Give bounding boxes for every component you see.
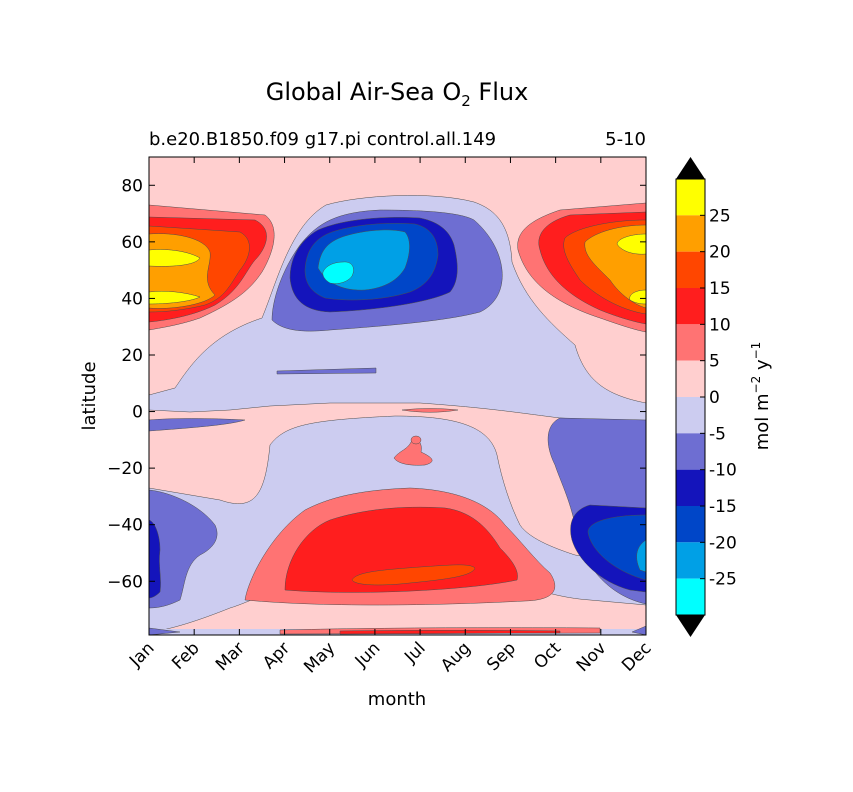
contour-pos15-20-south bbox=[351, 564, 476, 586]
contour-pos25-30-nh-early-2 bbox=[149, 290, 201, 305]
contour-neg5-10-equator-strip bbox=[149, 418, 246, 432]
y-tick-label: −40 bbox=[107, 516, 143, 536]
colorbar-swatch bbox=[676, 397, 705, 434]
colorbar-label-mid: y bbox=[752, 359, 773, 376]
colorbar-swatch bbox=[676, 251, 705, 288]
subtitle-left: b.e20.B1850.f09 g17.pi control.all.149 bbox=[149, 129, 496, 150]
colorbar: 25 20 15 10 5 0 -5 -10 -15 -20 -25 bbox=[675, 157, 737, 637]
contour-neg15-20-sh-late bbox=[587, 514, 646, 581]
contour-pos5-10-equator-strip bbox=[401, 408, 459, 413]
x-tick-label: Oct bbox=[530, 638, 565, 673]
colorbar-tick-label: 10 bbox=[709, 315, 731, 335]
colorbar-label-exp1: −2 bbox=[749, 376, 763, 394]
contour-neg20-25-sh-late bbox=[636, 539, 646, 573]
x-tick-label: Jul bbox=[400, 638, 429, 667]
colorbar-tick-label: -10 bbox=[709, 461, 737, 481]
x-axis-label: month bbox=[368, 689, 426, 710]
chart-title-suffix: Flux bbox=[471, 78, 529, 106]
y-tick-label: −20 bbox=[107, 459, 143, 479]
x-tick-label: May bbox=[300, 638, 339, 677]
y-axis: 80 60 40 20 0 −20 −40 −60 bbox=[107, 176, 646, 592]
colorbar-swatch bbox=[676, 360, 705, 397]
y-tick-label: 20 bbox=[121, 346, 143, 366]
colorbar-swatch bbox=[676, 215, 705, 252]
x-tick-label: Aug bbox=[437, 638, 475, 676]
chart-title: Global Air-Sea O2 Flux bbox=[266, 78, 529, 110]
colorbar-swatch bbox=[676, 288, 705, 325]
colorbar-tick-label: 25 bbox=[709, 206, 731, 226]
x-tick-label: Jun bbox=[351, 638, 385, 672]
colorbar-swatch bbox=[676, 578, 705, 615]
x-tick-label: Dec bbox=[618, 638, 655, 675]
contour-pos25-30-nh-early-1 bbox=[149, 249, 201, 267]
colorbar-tick-label: 20 bbox=[709, 243, 731, 263]
x-tick-label: Apr bbox=[259, 638, 294, 673]
contour-neg10-15-sh-early bbox=[149, 519, 161, 599]
colorbar-tick-label: -20 bbox=[709, 533, 737, 553]
x-tick-label: Mar bbox=[212, 638, 249, 675]
y-axis-label: latitude bbox=[79, 361, 100, 430]
y-tick-label: 80 bbox=[121, 176, 143, 196]
colorbar-swatch bbox=[676, 469, 705, 506]
colorbar-swatch bbox=[676, 542, 705, 579]
contour-pos10-15-antarctic bbox=[339, 630, 561, 635]
colorbar-tick-label: -5 bbox=[709, 424, 726, 444]
plot-frame bbox=[148, 156, 647, 636]
contour-neg5-10-sh-early bbox=[149, 489, 218, 609]
colorbar-extend-max-triangle bbox=[676, 157, 705, 179]
y-tick-label: −60 bbox=[107, 572, 143, 592]
contour-pos25-30-nh-late-2 bbox=[629, 289, 646, 305]
colorbar-swatch bbox=[676, 324, 705, 361]
contour-pos25-30-nh-late-1 bbox=[616, 233, 646, 255]
colorbar-tick-label: 15 bbox=[709, 279, 731, 299]
colorbar-label: mol m−2 y−1 bbox=[749, 342, 773, 451]
x-tick-label: Sep bbox=[483, 638, 520, 675]
contour-neg25-30-nh bbox=[322, 261, 354, 284]
contour-neg5-10-tropic-strip bbox=[276, 367, 377, 375]
contour-neg5-10-antarctic-left bbox=[149, 627, 181, 635]
contour-plot bbox=[149, 157, 646, 635]
colorbar-swatch bbox=[676, 433, 705, 470]
colorbar-tick-label: 0 bbox=[709, 388, 720, 408]
contour-pos5-10-tropic-blob bbox=[393, 438, 433, 466]
colorbar-label-exp2: −1 bbox=[749, 342, 763, 360]
y-tick-label: 0 bbox=[132, 403, 143, 423]
colorbar-label-main: mol m bbox=[752, 393, 773, 450]
colorbar-tick-label: -15 bbox=[709, 497, 737, 517]
chart-title-subscript: 2 bbox=[461, 92, 471, 110]
x-tick-label: Feb bbox=[168, 638, 203, 673]
contour-pos5-10-tropic-dot bbox=[410, 435, 422, 445]
y-tick-label: 60 bbox=[121, 233, 143, 253]
chart-title-main: Global Air-Sea O bbox=[266, 78, 462, 106]
colorbar-swatch bbox=[676, 506, 705, 543]
colorbar-extend-min-triangle bbox=[676, 615, 705, 637]
contour-neg5-10-antarctic-right bbox=[631, 625, 646, 635]
colorbar-swatch bbox=[676, 179, 705, 216]
x-tick-label: Jan bbox=[125, 638, 158, 671]
colorbar-tick-label: -25 bbox=[709, 570, 737, 590]
colorbar-tick-label: 5 bbox=[709, 352, 720, 372]
y-tick-label: 40 bbox=[121, 289, 143, 309]
subtitle-right: 5-10 bbox=[605, 129, 646, 150]
x-tick-label: Nov bbox=[573, 638, 611, 676]
